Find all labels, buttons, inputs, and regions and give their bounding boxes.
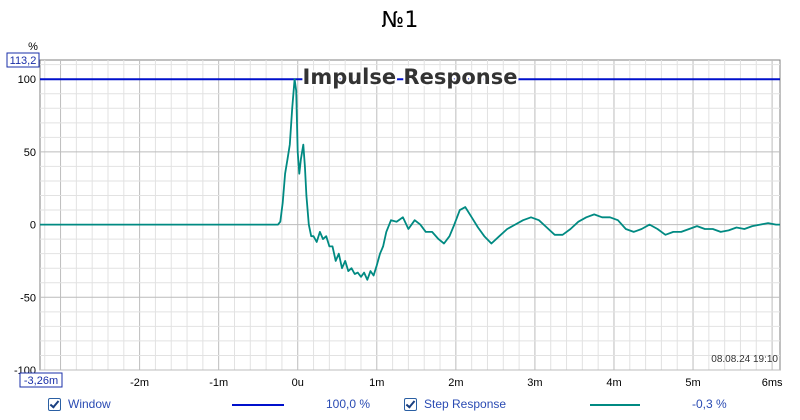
legend-step-response[interactable]: Step Response -0,3 % (404, 396, 734, 414)
x-tick-label: 0u (292, 377, 304, 389)
legend-step-response-value: -0,3 % (692, 397, 727, 411)
y-tick-label: 0 (30, 220, 36, 232)
x-left-readout: -3,26m (24, 375, 58, 387)
impulse-response-title: Impulse Response (303, 65, 518, 89)
legend-window-value: 100,0 % (326, 397, 371, 411)
x-tick-label: 4m (606, 377, 621, 389)
y-tick-label: 50 (24, 147, 36, 159)
x-tick-label: 5m (685, 377, 700, 389)
window-line-swatch (232, 404, 284, 406)
x-tick-label: -2m (130, 377, 149, 389)
legend-step-response-label: Step Response (424, 397, 507, 411)
x-tick-label: -1m (209, 377, 228, 389)
x-left-readout-box (19, 372, 63, 388)
step-response-checkbox[interactable] (404, 398, 417, 411)
step-response-line-swatch (590, 404, 640, 406)
y-axis-label: % (28, 41, 38, 53)
x-tick-label: 1m (369, 377, 384, 389)
chart-title-number: №1 (381, 8, 419, 33)
overlay-layer: Impulse Response 113,2 -3,26m 08.08.24 19:1… (6, 52, 778, 388)
x-tick-label: 3m (527, 377, 542, 389)
legend-window-label: Window (68, 397, 111, 411)
step-response-series-line (40, 78, 780, 281)
legend-window[interactable]: Window 100,0 % (48, 396, 378, 414)
timestamp-label: 08.08.24 19:10 (711, 354, 778, 365)
y-top-readout: 113,2 (10, 55, 37, 67)
series-layer (40, 78, 780, 281)
plot-area (39, 59, 781, 371)
grid-layer (39, 59, 781, 371)
x-tick-label: 6ms (762, 377, 783, 389)
window-checkbox[interactable] (48, 398, 61, 411)
y-tick-label: 100 (18, 74, 36, 86)
y-top-readout-box (6, 52, 40, 68)
y-tick-label: -50 (20, 292, 36, 304)
x-tick-label: 2m (448, 377, 463, 389)
